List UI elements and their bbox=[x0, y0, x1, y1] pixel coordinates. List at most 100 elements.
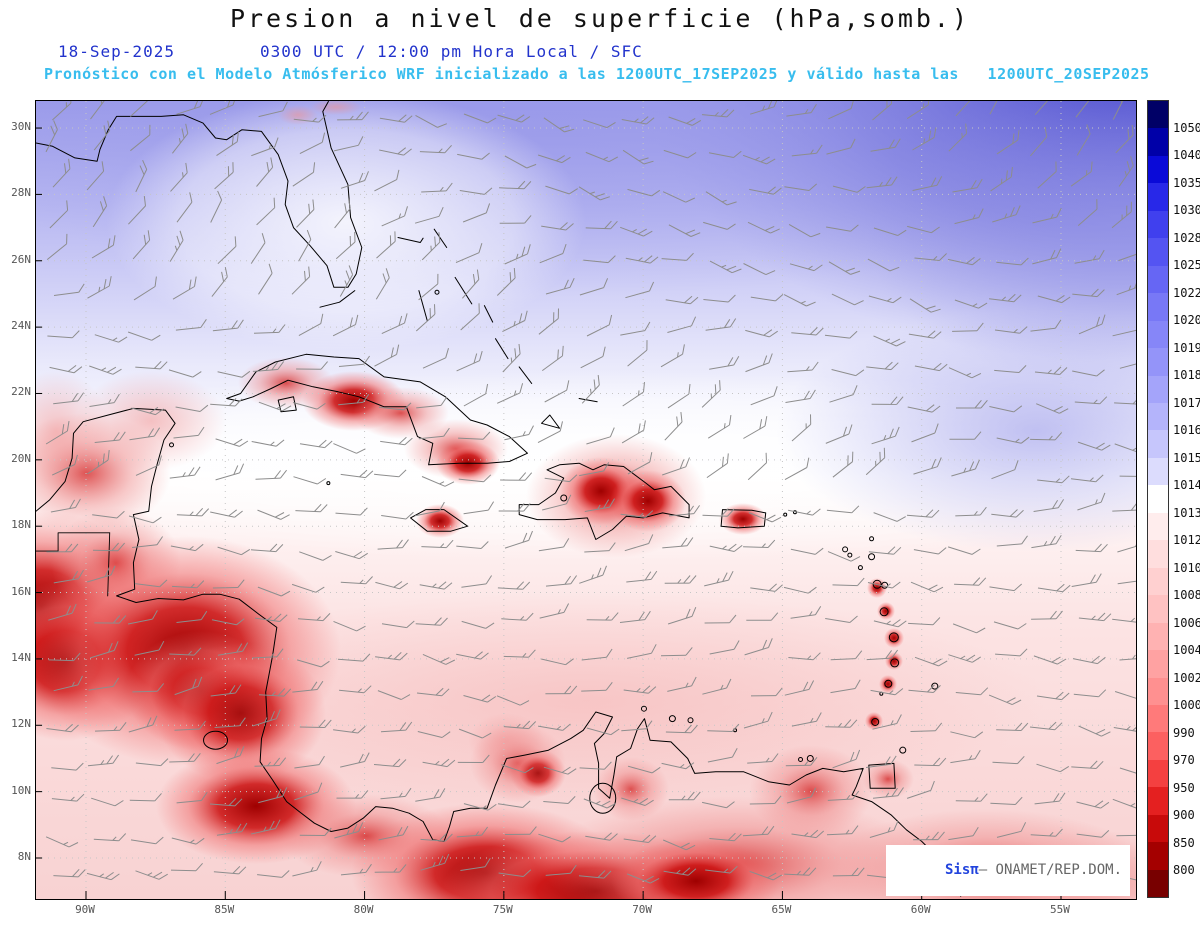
island-outline bbox=[868, 553, 876, 561]
lat-tick-label: 8N bbox=[17, 850, 31, 863]
colorbar-segment bbox=[1148, 540, 1168, 568]
coastline bbox=[410, 509, 469, 532]
island-outline bbox=[806, 754, 814, 762]
colorbar-segment bbox=[1148, 704, 1168, 733]
lake-maracaibo-outline bbox=[589, 782, 617, 814]
colorbar-tick-label: 1013 bbox=[1173, 505, 1200, 520]
valid-time-line: 18-Sep-2025 0300 UTC / 12:00 pm Hora Loc… bbox=[58, 42, 643, 61]
coastline bbox=[518, 366, 533, 384]
colorbar-segment bbox=[1148, 402, 1168, 431]
colorbar-tick-label: 1002 bbox=[1173, 670, 1200, 685]
colorbar-tick-label: 1017 bbox=[1173, 395, 1200, 410]
colorbar-tick-label: 850 bbox=[1173, 835, 1195, 850]
island-outline bbox=[783, 512, 788, 517]
coastline bbox=[107, 532, 111, 597]
coastline bbox=[495, 338, 509, 360]
island-outline bbox=[879, 607, 889, 617]
colorbar-segment bbox=[1148, 320, 1168, 349]
colorbar-tick-label: 1018 bbox=[1173, 368, 1200, 383]
colorbar-segment bbox=[1148, 869, 1168, 898]
lon-tick-label: 75W bbox=[492, 903, 513, 916]
colorbar-tick-label: 1030 bbox=[1173, 203, 1200, 218]
colorbar-segment bbox=[1148, 238, 1168, 266]
island-outline bbox=[890, 658, 900, 668]
grid-layer bbox=[36, 101, 1136, 899]
colorbar-tick-label: 1035 bbox=[1173, 175, 1200, 190]
lat-tick-label: 28N bbox=[11, 186, 31, 200]
colorbar-segment bbox=[1148, 101, 1168, 129]
coastline bbox=[418, 290, 428, 321]
colorbar-segment bbox=[1148, 622, 1168, 651]
lon-tick-label: 80W bbox=[353, 903, 374, 916]
island-outline bbox=[888, 632, 899, 643]
island-outline bbox=[434, 289, 440, 295]
lon-tick-label: 90W bbox=[75, 903, 95, 916]
colorbar-segment bbox=[1148, 512, 1168, 541]
coastline bbox=[720, 509, 767, 529]
watermark-brand: Sisπ bbox=[944, 862, 979, 878]
lat-tick-label: 18N bbox=[11, 518, 31, 532]
forecast-info-line: Pronóstico con el Modelo Atmósferico WRF… bbox=[44, 65, 1150, 83]
lat-tick-label: 30N bbox=[11, 120, 31, 134]
colorbar-tick-label: 800 bbox=[1173, 863, 1195, 878]
colorbar-tick-label: 950 bbox=[1173, 780, 1195, 795]
island-outline bbox=[871, 717, 880, 726]
colorbar-segment bbox=[1148, 155, 1168, 184]
colorbar-segment bbox=[1148, 293, 1168, 321]
colorbar-tick-label: 1008 bbox=[1173, 588, 1200, 603]
island-outline bbox=[847, 552, 853, 558]
colorbar-tick-label: 990 bbox=[1173, 725, 1195, 740]
colorbar-tick-label: 1012 bbox=[1173, 533, 1200, 548]
chart-title: Presion a nivel de superficie (hPa,somb.… bbox=[229, 4, 971, 33]
coastline bbox=[578, 398, 598, 403]
island-outline bbox=[798, 756, 804, 762]
colorbar-tick-label: 1028 bbox=[1173, 230, 1200, 245]
colorbar-segment bbox=[1148, 787, 1168, 815]
colorbar-segment bbox=[1148, 485, 1168, 513]
lat-tick-label: 24N bbox=[11, 319, 31, 333]
colorbar-tick-label: 1019 bbox=[1173, 340, 1200, 355]
island-outline bbox=[869, 536, 875, 542]
coastline bbox=[397, 237, 424, 243]
island-outline bbox=[857, 565, 863, 571]
island-outline bbox=[687, 717, 694, 724]
colorbar-tick-label: 900 bbox=[1173, 808, 1195, 823]
coastline bbox=[518, 462, 690, 540]
lon-tick-label: 70W bbox=[632, 903, 653, 916]
colorbar-segment bbox=[1148, 842, 1168, 870]
colorbar-segment bbox=[1148, 595, 1168, 623]
colorbar-tick-label: 1050 bbox=[1173, 120, 1200, 135]
island-outline bbox=[884, 679, 893, 688]
island-outline bbox=[872, 579, 882, 589]
watermark-text: – ONAMET/REP.DOM. bbox=[978, 862, 1122, 878]
coastline bbox=[226, 353, 528, 466]
coastline bbox=[35, 532, 111, 552]
coastlines-layer bbox=[35, 101, 962, 897]
colorbar-segment bbox=[1148, 265, 1168, 294]
colorbar-tick-label: 1010 bbox=[1173, 560, 1200, 575]
lon-tick-label: 85W bbox=[214, 903, 235, 916]
watermark: Sisπ– ONAMET/REP.DOM. bbox=[886, 845, 1130, 896]
lat-tick-label: 14N bbox=[11, 650, 31, 664]
lat-tick-label: 16N bbox=[11, 584, 31, 598]
coastline bbox=[433, 228, 448, 248]
coastline bbox=[319, 290, 356, 308]
colorbar-segment bbox=[1148, 567, 1168, 596]
colorbar-tick-label: 1004 bbox=[1173, 643, 1200, 658]
colorbar-tick-label: 1020 bbox=[1173, 313, 1200, 328]
colorbar-tick-label: 1014 bbox=[1173, 478, 1200, 493]
colorbar-tick-label: 1006 bbox=[1173, 615, 1200, 630]
coastline bbox=[483, 305, 494, 323]
colorbar-segment bbox=[1148, 457, 1168, 486]
lon-tick-label: 65W bbox=[771, 903, 792, 916]
coastline bbox=[35, 101, 363, 288]
lat-tick-label: 10N bbox=[11, 783, 31, 797]
colorbar-segment bbox=[1148, 677, 1168, 705]
colorbar-tick-label: 1022 bbox=[1173, 285, 1200, 300]
island-outline bbox=[931, 682, 939, 690]
colorbar-segment bbox=[1148, 183, 1168, 211]
colorbar-tick-label: 1015 bbox=[1173, 450, 1200, 465]
colorbar-segment bbox=[1148, 759, 1168, 788]
